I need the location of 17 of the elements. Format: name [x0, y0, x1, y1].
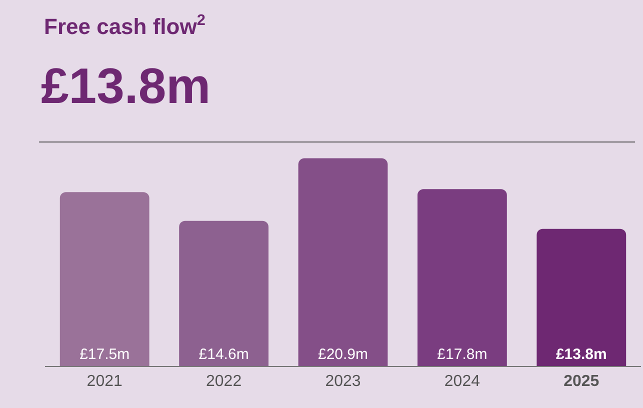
chart-title: Free cash flow$^{2}$	[44, 12, 206, 40]
x-tick-label: 2023	[325, 373, 361, 390]
x-tick-label: 2025	[564, 373, 600, 390]
bar	[536, 228, 626, 366]
x-tick-label: 2022	[206, 373, 242, 390]
data-label: £14.6m	[198, 346, 249, 363]
x-tick-label: 2021	[86, 373, 122, 390]
bar	[60, 192, 150, 366]
data-label: £20.9m	[318, 346, 368, 363]
bar	[179, 220, 268, 366]
data-label: £17.8m	[437, 346, 488, 363]
data-label: £13.8m	[556, 346, 607, 363]
chart-subtitle: £13.8m	[41, 58, 211, 114]
x-tick-label: 2024	[444, 373, 480, 390]
data-label: £17.5m	[80, 346, 130, 363]
bar	[298, 158, 388, 366]
bar	[418, 189, 507, 366]
